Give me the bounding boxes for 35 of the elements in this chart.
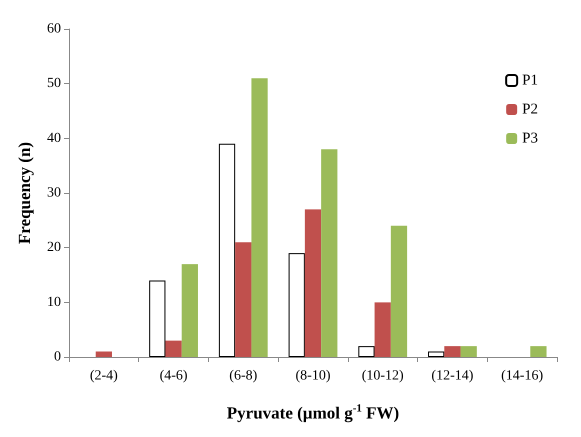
legend-label: P3 [522,130,538,146]
x-tick-label: (10-12) [362,368,404,384]
bar [235,242,252,357]
x-tick-label: (6-8) [229,368,258,384]
bar [374,302,391,357]
bar [165,340,182,357]
bar [428,352,444,357]
bar [149,280,166,357]
y-tick-label: 40 [47,130,61,146]
bar [390,226,408,357]
bar [358,346,375,357]
y-tick-label: 50 [47,76,61,92]
legend-label: P2 [522,102,538,118]
x-tick-label: (14-16) [501,368,544,384]
bar [182,264,198,357]
bar [288,253,305,357]
y-tick-label: 20 [47,240,61,256]
x-tick-label: (2-4) [90,368,118,384]
bar [444,346,461,357]
y-tick-label: 0 [54,350,61,364]
legend-label: P1 [522,72,538,88]
y-tick-label: 10 [47,294,61,310]
bar [251,78,268,357]
bar [96,352,112,357]
y-tick-label: 60 [47,22,61,36]
bar [304,209,322,357]
bar [321,149,338,357]
bar [530,346,547,357]
y-axis-title: Frequency (n) [15,142,34,244]
x-tick-label: (4-6) [160,368,188,384]
x-tick-label: (12-14) [431,368,474,384]
bar [460,346,477,357]
y-tick-label: 30 [47,186,61,200]
x-tick-label: (8-10) [296,368,331,384]
bar [218,144,236,357]
